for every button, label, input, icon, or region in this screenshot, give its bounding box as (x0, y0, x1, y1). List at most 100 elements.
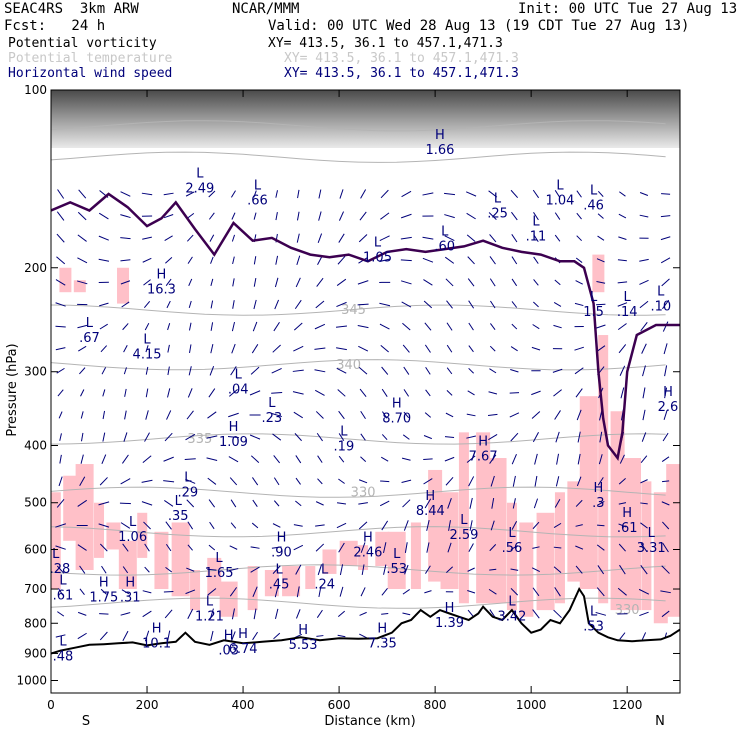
wind-vector (253, 256, 257, 265)
wind-vector (145, 410, 149, 420)
wind-vector (534, 453, 538, 465)
extremum-value: .3 (592, 496, 604, 511)
wind-vector (555, 431, 560, 443)
wind-vector (381, 388, 388, 397)
wind-vector (576, 212, 582, 220)
wind-vector (317, 564, 323, 576)
y-tick-label: 600 (24, 542, 47, 556)
extremum-value: .04 (228, 383, 249, 398)
extremum-marker: L (215, 551, 223, 566)
wind-vector (55, 325, 66, 328)
wind-vector (641, 632, 647, 640)
wind-vector (275, 212, 278, 221)
extremum-value: 2.6 (658, 400, 679, 415)
extremum-value: 1.65 (205, 566, 234, 581)
x-tick-label: 800 (424, 698, 447, 712)
wind-vector (231, 631, 236, 641)
field-xy-pv: XY= 413.5, 36.1 to 457.1,471.3 (268, 36, 503, 51)
wind-vector (166, 410, 172, 420)
wind-vector (143, 300, 151, 309)
wind-vector (358, 345, 369, 352)
wind-vector (642, 365, 646, 377)
wind-vector (576, 409, 582, 421)
wind-vector (511, 256, 518, 265)
wind-shade-band (154, 531, 169, 590)
wind-vector (165, 566, 173, 573)
wind-vector (164, 432, 173, 442)
wind-vector (122, 543, 129, 552)
wind-vector (357, 280, 369, 285)
extremum-marker: L (590, 604, 598, 619)
wind-vector (337, 634, 346, 638)
extremum-value: 3.42 (497, 609, 526, 624)
wind-shade-band (247, 566, 258, 611)
wind-vector (532, 587, 540, 597)
wind-vector (381, 434, 388, 441)
wind-vector (640, 502, 648, 505)
wind-vector (98, 212, 109, 220)
wind-vector (618, 502, 627, 505)
wind-vector (142, 610, 152, 618)
extremum-marker: L (184, 471, 192, 486)
theta-contour-label: 345 (341, 303, 366, 318)
wind-vector (142, 257, 152, 263)
wind-vector (446, 300, 453, 309)
wind-shade-band (137, 512, 148, 558)
wind-vector (661, 456, 670, 462)
wind-shade-band (567, 481, 582, 582)
wind-vector (662, 521, 670, 530)
wind-vector (338, 233, 345, 243)
wind-vector (80, 389, 85, 397)
wind-vector (79, 565, 86, 574)
wind-vector (618, 213, 627, 219)
extremum-value: 8.70 (382, 412, 411, 427)
wind-vector (210, 256, 214, 264)
wind-vector (660, 215, 671, 218)
wind-vector (359, 633, 368, 639)
wind-vector (101, 367, 107, 375)
wind-vector (338, 478, 345, 484)
theta-contours: 345 340 335 330 330 (51, 120, 666, 618)
wind-vector (253, 299, 257, 310)
wind-shade-band (641, 481, 652, 611)
wind-vector (318, 189, 322, 199)
wind-vector (444, 235, 455, 241)
wind-vector (141, 501, 153, 506)
extremum-value: .45 (269, 578, 290, 593)
wind-vector (640, 479, 648, 484)
wind-shade-band (282, 566, 301, 597)
wind-vector (404, 564, 409, 575)
extremum-marker: H (298, 623, 308, 638)
wind-vector (250, 546, 260, 549)
wind-vector (271, 412, 282, 418)
wind-vector (445, 412, 454, 418)
wind-vector (142, 236, 152, 240)
extremum-value: 1.09 (219, 435, 248, 450)
extremum-value: .24 (314, 578, 335, 593)
wind-vector (640, 455, 648, 464)
wind-vector (533, 212, 539, 221)
wind-vector (338, 542, 345, 553)
wind-vector (489, 368, 497, 374)
wind-vector (229, 389, 238, 397)
wind-vector (100, 588, 107, 595)
wind-vector (273, 455, 281, 464)
wind-vector (617, 587, 627, 596)
wind-vector (360, 587, 366, 597)
wind-vector (207, 411, 217, 419)
wind-shade-band (264, 570, 279, 597)
wind-vector (293, 544, 304, 551)
wind-vector (167, 630, 171, 642)
wind-vector (532, 324, 540, 330)
wind-vector (253, 277, 257, 287)
wind-vector (488, 588, 497, 595)
x-axis: 0 200 400 600 800 1000 1200 (47, 90, 642, 712)
wind-vector (272, 433, 282, 441)
wind-vector (121, 589, 130, 595)
wind-vector (185, 478, 196, 484)
theta-contour-line (51, 564, 666, 576)
wind-shade-band (118, 540, 137, 590)
wind-vector (617, 281, 628, 284)
wind-vector (275, 190, 278, 198)
